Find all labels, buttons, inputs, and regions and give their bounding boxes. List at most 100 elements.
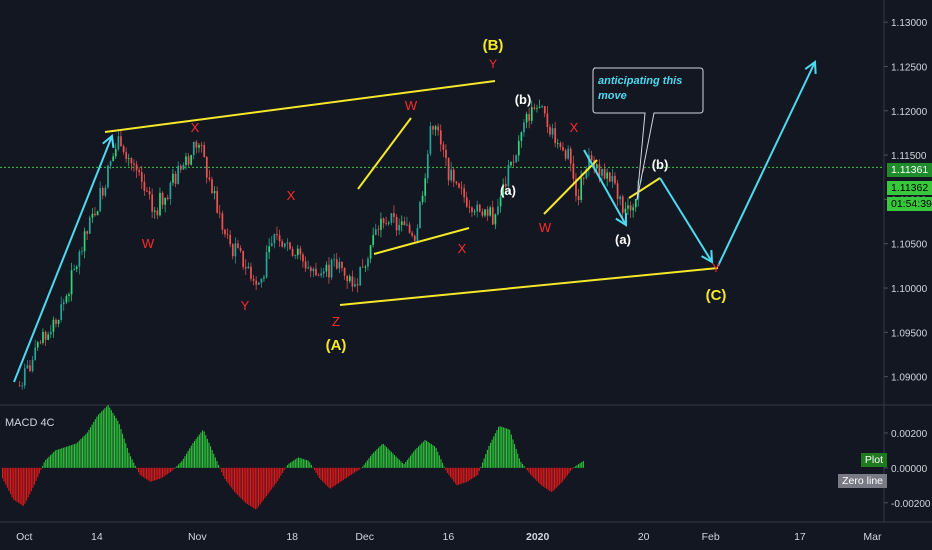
candle-body: [512, 161, 515, 163]
macd-bar: [248, 467, 250, 506]
macd-bar: [514, 444, 516, 468]
macd-bar: [10, 467, 12, 495]
macd-bar: [381, 444, 383, 468]
macd-bar: [112, 412, 114, 468]
candle-body: [367, 258, 369, 267]
macd-bar: [22, 467, 24, 507]
wave-label: Y: [712, 261, 720, 275]
candle-body: [536, 108, 538, 109]
candle-body: [164, 197, 167, 205]
candle-body: [312, 268, 315, 272]
candle-body: [239, 247, 242, 251]
candle-body: [68, 294, 70, 297]
macd-bar: [262, 467, 264, 501]
macd-bar: [288, 463, 290, 468]
candle-body: [302, 254, 304, 262]
macd-bar: [85, 434, 87, 468]
macd-bar: [208, 442, 210, 468]
macd-bar: [346, 467, 348, 478]
candle-body: [299, 248, 302, 255]
macd-bar: [568, 467, 570, 474]
macd-bar: [120, 429, 122, 468]
projection-arrow: [717, 61, 816, 267]
macd-bar: [357, 467, 359, 471]
macd-bar: [158, 467, 160, 479]
candle-body: [580, 177, 583, 200]
macd-plot-legend[interactable]: Plot: [860, 453, 887, 467]
candle-body: [174, 173, 177, 184]
macd-bar: [250, 467, 252, 507]
macd-bar: [163, 467, 165, 477]
wave-label: (b): [652, 157, 669, 172]
candle-body: [99, 188, 102, 212]
macd-bar: [419, 444, 421, 468]
macd-bar: [398, 459, 400, 468]
macd-bar: [186, 453, 188, 468]
candle-body: [380, 218, 382, 230]
macd-bar: [256, 467, 258, 509]
macd-bar: [50, 455, 52, 468]
candle-body: [78, 251, 81, 267]
wave-label: W: [539, 220, 552, 235]
macd-bar: [581, 462, 583, 468]
candle-body: [445, 149, 447, 159]
macd-bar: [181, 461, 183, 468]
candle-body: [575, 178, 577, 197]
candle-body: [338, 261, 341, 269]
macd-bar: [242, 467, 244, 500]
macd-bar: [435, 448, 437, 468]
macd-bar: [150, 467, 152, 482]
candle-body: [304, 261, 307, 269]
macd-zero-line-legend[interactable]: Zero line: [838, 474, 887, 488]
wave-label: (a): [500, 183, 516, 198]
candle-body: [437, 126, 440, 131]
candle-body: [455, 181, 458, 184]
current-price-tag: 1.11361: [887, 163, 932, 177]
macd-indicator-title[interactable]: MACD 4C: [5, 417, 55, 429]
macd-bar: [58, 449, 60, 468]
macd-bar: [378, 447, 380, 468]
candle-body: [416, 228, 419, 241]
macd-bar: [213, 453, 215, 468]
macd-bar: [525, 467, 527, 469]
macd-bar: [461, 467, 463, 484]
candle-body: [151, 194, 154, 212]
trendline: [628, 177, 661, 199]
candle-body: [169, 182, 172, 200]
projection-arrow: [583, 149, 627, 226]
countdown-tag: 01:54:39: [887, 197, 932, 211]
macd-bar: [243, 467, 245, 502]
candle-body: [224, 229, 226, 235]
macd-bar: [130, 456, 132, 468]
macd-bar: [82, 437, 84, 468]
macd-bar: [432, 445, 434, 468]
candle-body: [205, 156, 208, 178]
candle-body: [564, 150, 567, 159]
macd-bar: [253, 467, 255, 509]
macd-bar: [29, 467, 31, 495]
macd-bar: [406, 459, 408, 468]
candle-body: [216, 191, 219, 213]
trendline: [543, 159, 598, 215]
candle-body: [556, 143, 559, 144]
time-tick-label: Nov: [188, 531, 207, 543]
macd-bar: [261, 467, 263, 503]
macd-bar: [280, 467, 282, 476]
macd-bar: [397, 458, 399, 468]
macd-bar: [86, 432, 88, 468]
candle-body: [502, 183, 505, 198]
macd-bar: [187, 450, 189, 468]
macd-bar: [75, 443, 77, 468]
candle-body: [432, 126, 434, 130]
candle-body: [218, 212, 221, 214]
macd-bar: [314, 467, 316, 471]
candle-body: [400, 221, 403, 225]
candle-body: [582, 177, 585, 179]
time-tick-label: Dec: [355, 531, 374, 543]
macd-bar: [467, 467, 469, 482]
macd-bar: [274, 467, 276, 486]
candle-body: [75, 266, 78, 269]
candle-body: [234, 243, 237, 257]
macd-bar: [179, 462, 181, 468]
candle-body: [489, 207, 492, 216]
